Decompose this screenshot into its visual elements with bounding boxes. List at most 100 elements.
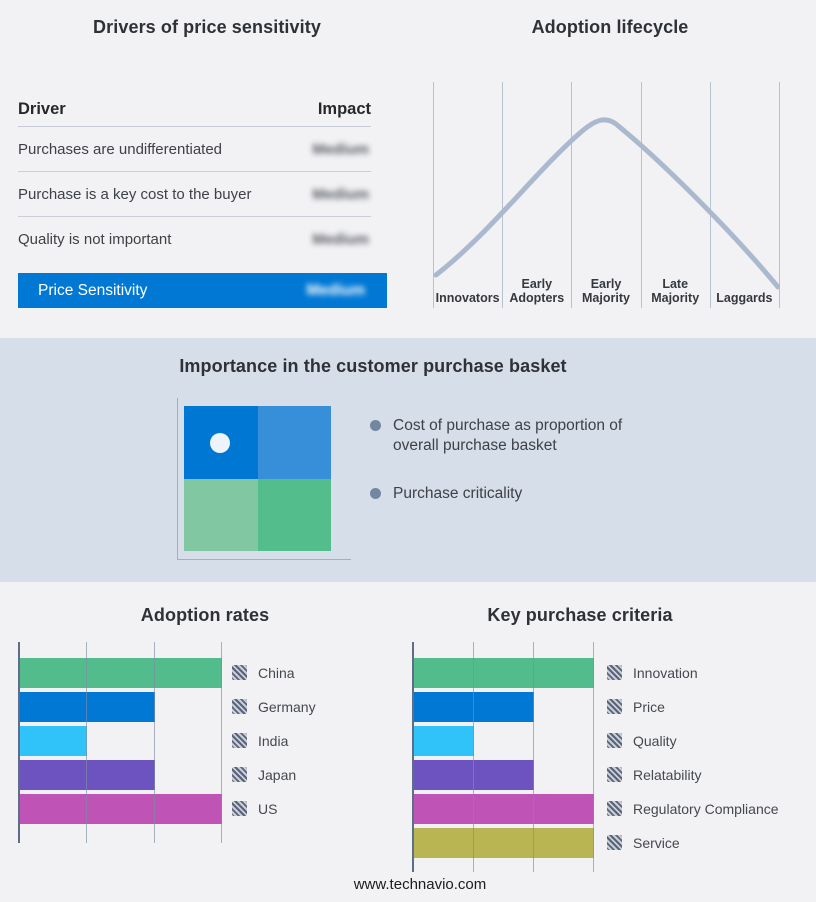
section-bottom-charts: Adoption rates China Germany India Japan US … [0, 582, 816, 902]
hatched-legend-marker-icon [607, 767, 622, 782]
driver-label: Quality is not important [18, 230, 172, 248]
bullet-item: Cost of purchase as proportion of overal… [370, 416, 640, 457]
legend-item: Relatability [607, 766, 779, 783]
hatched-legend-marker-icon [232, 767, 247, 782]
quadrant-cell-bottom-right [257, 478, 331, 551]
impact-column-header: Impact [317, 99, 371, 118]
legend-item: India [232, 732, 316, 749]
basket-bullet-list: Cost of purchase as proportion of overal… [370, 416, 640, 531]
bar-us [20, 794, 222, 824]
legend-item: Service [607, 834, 779, 851]
lifecycle-panel-title: Adoption lifecycle [531, 17, 689, 37]
adoption-rates-y-axis [18, 642, 20, 843]
bar-india [20, 726, 88, 756]
bullet-icon [370, 487, 381, 499]
hatched-legend-marker-icon [607, 835, 622, 850]
hatched-legend-marker-icon [607, 733, 622, 748]
bar-regulatory-compliance [414, 794, 594, 824]
adoption-lifecycle-chart: Innovators Early Adopters Early Majority La… [433, 82, 780, 308]
key-purchase-criteria-plot [412, 642, 594, 872]
bullet-text: Cost of purchase as proportion of overal… [393, 417, 623, 455]
plot-gridline [593, 642, 594, 872]
hatched-legend-marker-icon [607, 699, 622, 714]
legend-label: India [258, 732, 289, 749]
bar-japan [20, 760, 155, 790]
lifecycle-stage-label: Laggards [716, 291, 773, 306]
lifecycle-stage-label: Late Majority [651, 276, 700, 306]
bar-innovation [414, 658, 594, 688]
bar-relatability [414, 760, 534, 790]
bar-service [414, 828, 594, 858]
price-sensitivity-label: Price Sensitivity [38, 281, 148, 299]
driver-row: Purchase is a key cost to the buyer Mediu… [18, 172, 371, 217]
legend-item: Japan [232, 766, 316, 783]
quadrant-cell-bottom-left [184, 478, 258, 551]
drivers-table-header: Driver Impact [18, 92, 371, 127]
driver-label: Purchase is a key cost to the buyer [18, 185, 252, 203]
key-purchase-criteria-title: Key purchase criteria [487, 605, 673, 625]
hatched-legend-marker-icon [607, 801, 622, 816]
section-top: Drivers of price sensitivity Driver Impa… [0, 0, 816, 338]
legend-label: Germany [258, 698, 316, 715]
driver-row: Purchases are undifferentiated Medium [18, 127, 371, 172]
lifecycle-stage-label: Innovators [435, 291, 500, 306]
legend-label: Japan [258, 766, 297, 783]
lifecycle-gridline [502, 82, 504, 308]
lifecycle-stage-label: Early Majority [582, 276, 630, 306]
quadrant-position-dot [210, 433, 230, 453]
hatched-legend-marker-icon [232, 733, 247, 748]
lifecycle-gridline [640, 82, 642, 308]
legend-label: Innovation [633, 664, 698, 681]
lifecycle-stage-label: Early Adopters [509, 276, 565, 306]
price-sensitivity-impact-blurred: Medium [306, 281, 365, 299]
bar-quality [414, 726, 474, 756]
drivers-table: Driver Impact Purchases are undifferenti… [18, 92, 387, 308]
legend-item: US [232, 800, 316, 817]
quadrant-cell-top-right [257, 406, 331, 479]
legend-label: Relatability [633, 766, 702, 783]
adoption-lifecycle-curve [433, 117, 780, 290]
bar-china [20, 658, 222, 688]
legend-label: China [258, 664, 295, 681]
hatched-legend-marker-icon [232, 801, 247, 816]
legend-item: China [232, 664, 316, 681]
plot-gridline [86, 642, 88, 843]
driver-impact-blurred: Medium [312, 230, 369, 248]
quadrant-axis [177, 398, 351, 560]
legend-label: Service [633, 834, 680, 851]
lifecycle-gridline [779, 82, 780, 308]
bar-price [414, 692, 534, 722]
driver-rows: Purchases are undifferentiated Medium Purc… [18, 127, 387, 261]
plot-gridline [533, 642, 534, 872]
hatched-legend-marker-icon [232, 665, 247, 680]
bar-germany [20, 692, 155, 722]
basket-panel-title: Importance in the customer purchase bask… [179, 356, 567, 376]
quadrant-graphic [184, 406, 331, 551]
bullet-item: Purchase criticality [370, 484, 640, 504]
plot-gridline [473, 642, 474, 872]
driver-label: Purchases are undifferentiated [18, 140, 223, 158]
driver-column-header: Driver [18, 99, 66, 118]
bullet-icon [370, 420, 381, 431]
hatched-legend-marker-icon [232, 699, 247, 714]
legend-item: Germany [232, 698, 316, 715]
adoption-rates-plot [18, 642, 222, 843]
legend-label: Regulatory Compliance [633, 800, 779, 817]
legend-item: Quality [607, 733, 779, 749]
adoption-rates-legend: China Germany India Japan US [232, 665, 316, 835]
footer-url[interactable]: www.technavio.com [353, 876, 487, 893]
price-sensitivity-bar: Price Sensitivity Medium [18, 273, 387, 308]
legend-item: Regulatory Compliance [607, 800, 779, 817]
key-purchase-criteria-legend: Innovation Price Quality Relatability Regula… [607, 665, 779, 869]
legend-label: Price [633, 698, 665, 715]
adoption-rates-title: Adoption rates [140, 605, 270, 625]
section-purchase-basket: Importance in the customer purchase bask… [0, 338, 816, 582]
legend-label: US [258, 800, 278, 817]
bullet-text: Purchase criticality [393, 484, 523, 502]
plot-gridline [220, 642, 222, 843]
driver-impact-blurred: Medium [312, 140, 369, 158]
lifecycle-gridline [433, 82, 434, 308]
lifecycle-gridline [571, 82, 573, 308]
driver-row: Quality is not important Medium [18, 217, 371, 261]
